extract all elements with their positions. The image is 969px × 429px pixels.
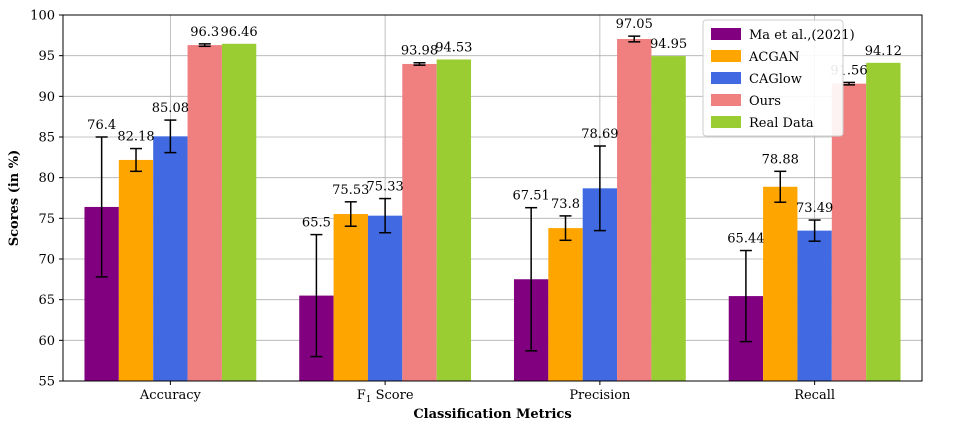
bar	[221, 43, 257, 382]
bar	[866, 62, 901, 381]
y-tick-label: 95	[38, 49, 55, 64]
bar-value-label: 96.3	[190, 25, 219, 40]
y-tick-label: 70	[38, 253, 55, 268]
x-tick-label: Precision	[569, 388, 631, 403]
bar-value-label: 73.49	[796, 201, 833, 216]
x-tick-label: Accuracy	[139, 388, 202, 403]
bar	[153, 136, 188, 381]
bar	[367, 215, 403, 381]
bar-value-label: 82.18	[117, 130, 154, 145]
bar-value-label: 75.33	[367, 180, 404, 195]
legend-entry: ACGAN	[748, 50, 799, 65]
bar-value-label: 94.95	[650, 37, 687, 52]
legend-swatch	[711, 28, 741, 40]
y-tick-label: 85	[38, 131, 55, 146]
legend-entry: CAGlow	[749, 72, 802, 87]
bar-value-label: 78.88	[762, 152, 799, 167]
y-tick-label: 90	[38, 90, 55, 105]
bar	[436, 59, 472, 382]
y-tick-label: 65	[38, 293, 55, 308]
legend-entry: Ours	[749, 94, 781, 109]
bar	[763, 186, 798, 381]
bar-value-label: 94.53	[435, 40, 472, 55]
bar-value-label: 93.98	[401, 44, 438, 59]
bar	[617, 38, 652, 381]
x-tick-label: Recall	[794, 388, 835, 403]
bar-value-label: 76.4	[87, 118, 116, 133]
legend-entry: Ma et al.,(2021)	[749, 28, 855, 43]
x-tick-label: F1 Score	[357, 388, 414, 405]
y-tick-label: 100	[30, 9, 55, 24]
legend-entry: Real Data	[749, 116, 814, 131]
bar-value-label: 67.51	[513, 189, 550, 204]
bar-value-label: 96.46	[220, 25, 257, 40]
error-bar-layer	[95, 35, 855, 358]
bar	[118, 159, 154, 381]
y-tick-label: 80	[38, 171, 55, 186]
plot-frame	[62, 14, 923, 382]
bar	[333, 214, 368, 381]
y-tick-label: 60	[38, 334, 55, 349]
bar-value-label: 73.8	[551, 197, 580, 212]
bar-value-label: 78.69	[581, 127, 618, 142]
bar	[651, 56, 686, 381]
bar-value-label: 65.5	[302, 216, 331, 231]
bar	[548, 228, 583, 381]
bar-value-label: 85.08	[152, 101, 189, 116]
bar-value-label: 65.44	[727, 232, 764, 247]
legend-swatch	[711, 94, 741, 106]
axis-layer: 55 60 65 70 75 80 85 90 95 100 Accuracy F1 Score Pre…	[30, 9, 835, 406]
legend-swatch	[711, 72, 741, 84]
legend-swatch	[711, 116, 741, 128]
bar-value-label: 94.12	[865, 44, 902, 59]
bar-layer	[84, 38, 901, 382]
legend-box	[702, 19, 844, 137]
bar	[187, 45, 222, 382]
y-axis-title: Scores (in %)	[7, 150, 22, 247]
y-tick-label: 75	[38, 212, 55, 227]
legend-swatch	[711, 50, 741, 62]
bar-label-layer: 76.4 65.5 67.51 65.44 82.18 75.53 73.8 78.88 85.…	[87, 17, 902, 246]
bar-value-label: 75.53	[332, 183, 369, 198]
legend: Ma et al.,(2021) ACGAN CAGlow Ours Real Data	[702, 19, 855, 137]
x-axis-title: Classification Metrics	[413, 407, 571, 422]
bar-value-label: 97.05	[616, 17, 653, 32]
bar	[797, 230, 832, 381]
y-tick-label: 55	[38, 375, 55, 390]
bar	[402, 63, 437, 381]
